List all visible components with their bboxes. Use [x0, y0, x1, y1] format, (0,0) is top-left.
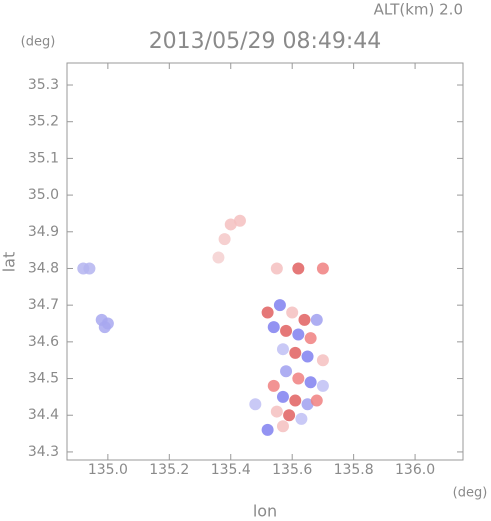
echo-point [276, 343, 289, 356]
y-tick-label: 35.1 [28, 150, 59, 166]
echo-point [249, 398, 262, 411]
x-tick-label: 135.8 [334, 462, 374, 478]
y-tick-label: 34.7 [28, 297, 59, 313]
echo-point [280, 365, 293, 378]
echo-point [316, 354, 329, 367]
echo-point [270, 405, 283, 418]
echo-point [292, 372, 305, 385]
x-tick-label: 135.0 [88, 462, 128, 478]
echo-point [316, 379, 329, 392]
y-axis-label: lat [0, 252, 19, 273]
echo-point [310, 313, 323, 326]
y-tick-label: 34.4 [28, 407, 59, 423]
x-tick-label: 135.6 [272, 462, 312, 478]
echo-point [292, 262, 305, 275]
x-tick-label: 135.2 [149, 462, 189, 478]
echo-point [298, 313, 311, 326]
echo-point [310, 394, 323, 407]
y-tick-label: 35.3 [28, 77, 59, 93]
echo-point [295, 412, 308, 425]
echo-point [218, 233, 231, 246]
y-tick-label: 34.3 [28, 444, 59, 460]
echo-point [283, 409, 296, 422]
y-unit: (deg) [21, 35, 56, 50]
x-axis-label: lon [253, 502, 277, 521]
echo-point [224, 218, 237, 231]
echo-point [267, 379, 280, 392]
echo-point [261, 306, 274, 319]
x-tick-label: 136.0 [395, 462, 435, 478]
y-tick-label: 34.5 [28, 371, 59, 387]
x-unit: (deg) [453, 486, 488, 501]
echo-point [301, 350, 314, 363]
y-tick-label: 34.8 [28, 260, 59, 276]
echo-point [261, 423, 274, 436]
y-tick-label: 35.2 [28, 114, 59, 130]
echo-point [276, 390, 289, 403]
y-tick-label: 34.9 [28, 224, 59, 240]
y-tick-label: 34.6 [28, 334, 59, 350]
plot-frame [66, 62, 464, 461]
echo-point [273, 299, 286, 312]
echo-point [292, 328, 305, 341]
echo-point [304, 376, 317, 389]
echo-point [270, 262, 283, 275]
x-tick-label: 135.4 [211, 462, 251, 478]
y-tick-label: 35.0 [28, 187, 59, 203]
echo-point [280, 324, 293, 337]
echo-point [286, 306, 299, 319]
echo-point [267, 321, 280, 334]
chart-title: 2013/05/29 08:49:44 [149, 29, 382, 54]
echo-point [98, 321, 111, 334]
echo-point [304, 332, 317, 345]
echo-point [276, 420, 289, 433]
echo-point [212, 251, 225, 264]
echo-point [289, 394, 302, 407]
echo-point [83, 262, 96, 275]
echo-point [233, 214, 246, 227]
echo-point [301, 398, 314, 411]
echo-point [316, 262, 329, 275]
altitude-label: ALT(km) 2.0 [374, 1, 463, 19]
echo-point [289, 346, 302, 359]
